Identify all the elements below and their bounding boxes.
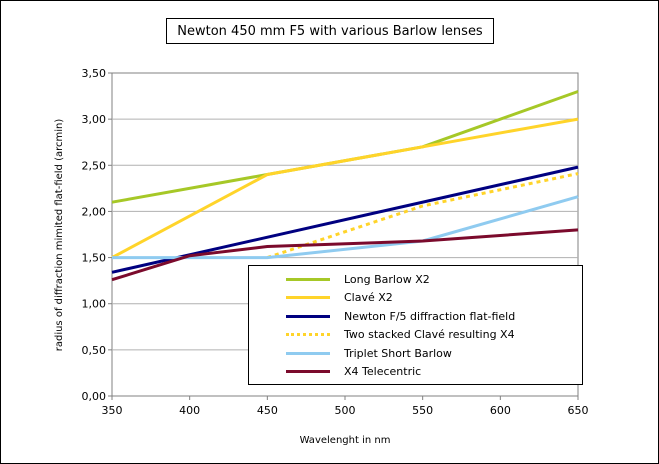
legend-swatch [286, 370, 330, 374]
y-tick-label: 3,00 [82, 113, 107, 126]
series-line-5 [112, 195, 579, 260]
chart-title-text: Newton 450 mm F5 with various Barlow len… [177, 23, 483, 39]
legend-swatch [286, 314, 330, 318]
series-layer [111, 90, 579, 282]
y-tick-label: 3,50 [82, 67, 107, 80]
legend-item: X4 Telecentric [249, 363, 582, 382]
series-line-6 [111, 228, 579, 282]
legend-label: Clavé X2 [344, 291, 393, 305]
x-tick-label: 350 [102, 404, 123, 417]
legend-swatch [286, 333, 330, 337]
y-axis-ticks: 0,00 0,50 1,00 1,50 2,00 2,50 3,00 3,50 [82, 67, 112, 403]
x-tick-label: 650 [568, 404, 589, 417]
legend: Long Barlow X2 Clavé X2 Newton F/5 diffrac… [248, 265, 583, 385]
y-tick-label: 1,00 [82, 298, 107, 311]
series-line-4 [266, 172, 579, 260]
legend-label: Two stacked Clavé resulting X4 [344, 328, 515, 342]
y-tick-label: 0,00 [82, 390, 107, 403]
x-tick-label: 600 [490, 404, 511, 417]
legend-item: Clavé X2 [249, 289, 582, 308]
legend-label: Newton F/5 diffraction flat-field [344, 309, 516, 323]
legend-label: Triplet Short Barlow [344, 346, 452, 360]
legend-label: Long Barlow X2 [344, 272, 430, 286]
x-tick-label: 500 [335, 404, 356, 417]
x-tick-label: 450 [257, 404, 278, 417]
x-tick-label: 400 [179, 404, 200, 417]
x-axis-title: Wavelenght in nm [300, 435, 391, 446]
legend-swatch [286, 351, 330, 355]
legend-swatch [286, 296, 330, 300]
y-tick-label: 0,50 [82, 344, 107, 357]
legend-item: Triplet Short Barlow [249, 344, 582, 363]
y-tick-label: 2,00 [82, 205, 107, 218]
legend-swatch [286, 277, 330, 281]
legend-item: Newton F/5 diffraction flat-field [249, 307, 582, 326]
x-axis-ticks: 350 400 450 500 550 600 650 [102, 396, 589, 417]
x-tick-label: 550 [412, 404, 433, 417]
legend-item: Long Barlow X2 [249, 270, 582, 289]
y-tick-label: 1,50 [82, 252, 107, 265]
legend-label: X4 Telecentric [344, 365, 422, 379]
y-axis-title: radius of diffraction mimited flat-field… [54, 119, 65, 352]
series-line-2 [111, 117, 579, 259]
chart-title: Newton 450 mm F5 with various Barlow len… [166, 18, 494, 44]
y-tick-label: 2,50 [82, 159, 107, 172]
legend-item: Two stacked Clavé resulting X4 [249, 326, 582, 345]
